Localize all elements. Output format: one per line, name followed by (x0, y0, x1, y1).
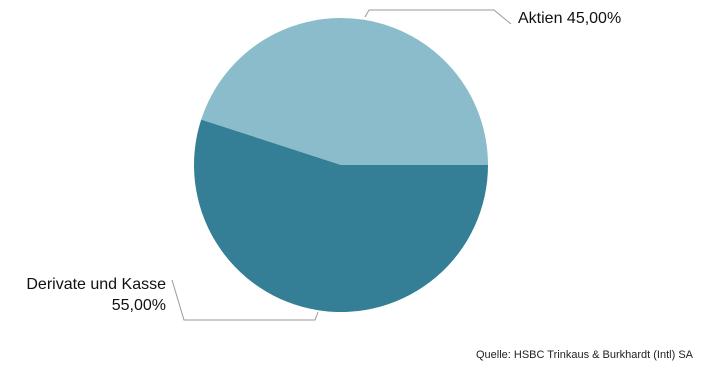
slice-label-aktien-text: Aktien 45,00% (518, 10, 622, 27)
slice-label-derivate-name: Derivate und Kasse (26, 276, 166, 293)
source-note: Quelle: HSBC Trinkaus & Burkhardt (Intl)… (475, 349, 693, 361)
leader-line-derivate (171, 279, 319, 321)
slice-label-derivate: Derivate und Kasse 55,00% (26, 274, 166, 316)
pie-slice-aktien (201, 17, 489, 166)
leader-line-aktien (364, 9, 512, 25)
slice-label-aktien: Aktien 45,00% (518, 8, 621, 29)
slice-label-derivate-value: 55,00% (111, 297, 166, 314)
pie-slice-derivate (194, 119, 489, 312)
